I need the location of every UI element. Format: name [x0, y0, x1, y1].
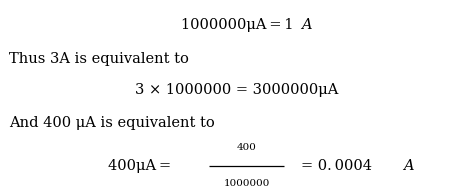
Text: 1000000μA = 1: 1000000μA = 1	[181, 18, 293, 33]
Text: 400: 400	[237, 143, 256, 152]
Text: And 400 μA is equivalent to: And 400 μA is equivalent to	[9, 116, 215, 131]
Text: A: A	[301, 18, 311, 33]
Text: = 0. 0004: = 0. 0004	[301, 159, 372, 173]
Text: Thus 3A is equivalent to: Thus 3A is equivalent to	[9, 52, 189, 66]
Text: A: A	[403, 159, 413, 173]
Text: 1000000: 1000000	[223, 179, 270, 188]
Text: 400μA =: 400μA =	[108, 159, 171, 173]
Text: 3 × 1000000 = 3000000μA: 3 × 1000000 = 3000000μA	[135, 83, 339, 97]
